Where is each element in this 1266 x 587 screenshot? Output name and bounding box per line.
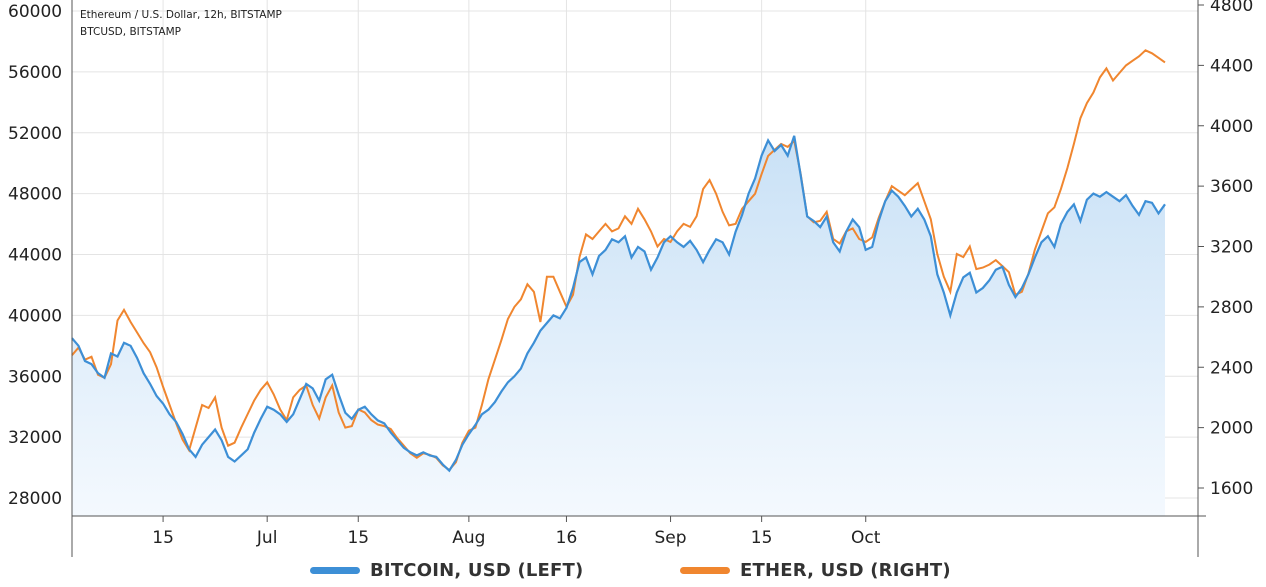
btc-area-fill xyxy=(72,135,1165,517)
btc-legend-swatch xyxy=(310,567,360,574)
x-tick-label: Jul xyxy=(256,528,278,548)
right-axis-ticks: 1600 2000 2400 2800 3200 3600 4000 4400 4800 xyxy=(1198,0,1253,499)
chart-subtitle: BTCUSD, BITSTAMP xyxy=(80,26,181,38)
left-tick-label: 28000 xyxy=(8,489,62,509)
left-tick-label: 44000 xyxy=(8,246,62,266)
right-tick-label: 4000 xyxy=(1210,117,1253,137)
left-tick-label: 60000 xyxy=(8,2,62,22)
left-tick-label: 48000 xyxy=(8,185,62,205)
legend-item-eth: ETHER, USD (RIGHT) xyxy=(680,560,951,581)
axes xyxy=(71,0,1206,557)
chart-title: Ethereum / U.S. Dollar, 12h, BITSTAMP xyxy=(80,9,282,21)
x-tick-label: 15 xyxy=(152,528,174,548)
eth-series-line xyxy=(71,49,1166,472)
legend: BITCOIN, USD (LEFT) ETHER, USD (RIGHT) xyxy=(0,560,1266,587)
price-chart: 28000 32000 36000 40000 44000 48000 52000 56000… xyxy=(8,0,1253,557)
x-tick-label: Oct xyxy=(851,528,881,548)
right-tick-label: 3600 xyxy=(1210,177,1253,197)
right-tick-label: 1600 xyxy=(1210,479,1253,499)
left-tick-label: 56000 xyxy=(8,63,62,83)
x-tick-label: 15 xyxy=(751,528,773,548)
x-tick-label: 16 xyxy=(556,528,578,548)
right-tick-label: 4800 xyxy=(1210,0,1253,16)
btc-series-line xyxy=(71,135,1166,473)
right-tick-label: 2000 xyxy=(1210,419,1253,439)
right-tick-label: 2400 xyxy=(1210,358,1253,378)
right-tick-label: 3200 xyxy=(1210,238,1253,258)
eth-legend-label: ETHER, USD (RIGHT) xyxy=(740,560,951,581)
left-tick-label: 52000 xyxy=(8,124,62,144)
x-tick-label: Aug xyxy=(452,528,485,548)
left-tick-label: 32000 xyxy=(8,428,62,448)
eth-legend-swatch xyxy=(680,567,730,574)
btc-legend-label: BITCOIN, USD (LEFT) xyxy=(370,560,584,581)
left-tick-label: 36000 xyxy=(8,367,62,387)
left-axis-ticks: 28000 32000 36000 40000 44000 48000 52000 56000… xyxy=(8,2,62,509)
x-tick-label: 15 xyxy=(347,528,369,548)
x-tick-label: Sep xyxy=(655,528,687,548)
x-axis-ticks: 15 Jul 15 Aug 16 Sep 15 Oct xyxy=(152,516,881,548)
right-tick-label: 4400 xyxy=(1210,56,1253,76)
left-tick-label: 40000 xyxy=(8,306,62,326)
right-tick-label: 2800 xyxy=(1210,298,1253,318)
legend-item-btc: BITCOIN, USD (LEFT) xyxy=(310,560,583,581)
